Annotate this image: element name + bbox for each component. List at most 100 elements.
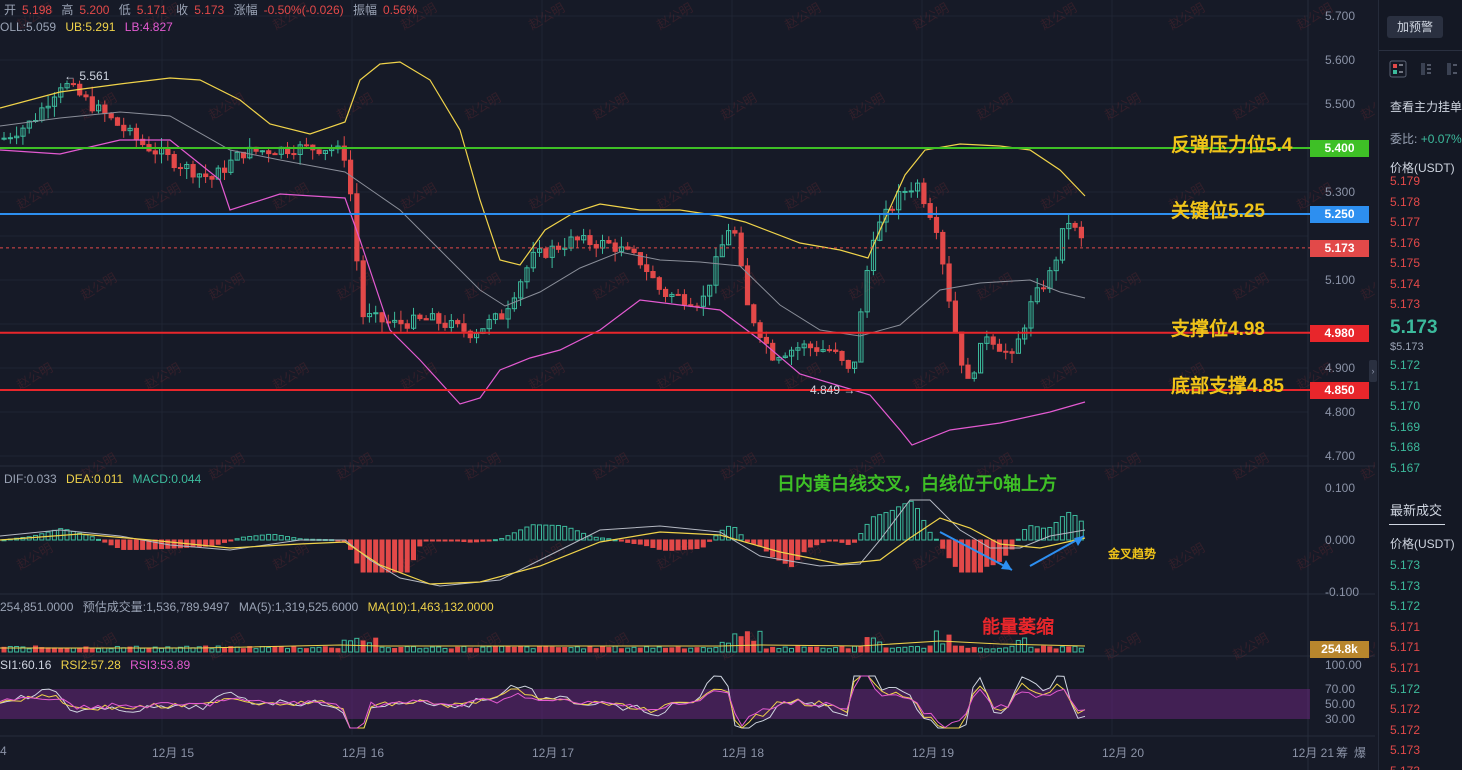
- macd-bar: [864, 523, 870, 541]
- candle-body: [1028, 301, 1034, 329]
- trend-arrowhead: [1001, 560, 1012, 570]
- macd-bar: [833, 539, 839, 542]
- bid-price[interactable]: 5.171: [1390, 378, 1421, 393]
- volume-bar: [833, 647, 839, 653]
- trend-arrow-up: [1029, 535, 1085, 567]
- volume-bar: [927, 645, 933, 653]
- candle-body: [303, 144, 310, 147]
- trade-price[interactable]: 5.173: [1390, 578, 1421, 593]
- time-axis-label: 12月 18: [722, 746, 765, 760]
- candle-body: [121, 124, 127, 132]
- candle-body: [411, 314, 417, 329]
- watermark: 赵公明: [655, 1, 696, 33]
- trade-price[interactable]: 5.171: [1390, 619, 1421, 634]
- volume-bar: [669, 647, 675, 653]
- candle-body: [902, 190, 908, 193]
- watermark: 赵公明: [1231, 91, 1272, 123]
- candle-body: [896, 191, 902, 211]
- panel-collapse-handle[interactable]: ›: [1369, 360, 1377, 382]
- volume-bar: [165, 646, 171, 653]
- low-price-marker: 4.849 →: [810, 383, 856, 397]
- macd-bar: [259, 534, 265, 541]
- macd-bar: [448, 539, 454, 542]
- macd-bar: [763, 539, 769, 552]
- volume-bar: [266, 647, 272, 653]
- order-book-bids-icon[interactable]: [1443, 60, 1461, 78]
- ask-price[interactable]: 5.178: [1390, 194, 1421, 209]
- candlestick-chart[interactable]: 赵公明 赵公明 赵公明 赵公明 赵公明 赵公明 赵公明 赵公明 赵公明 赵公明 赵公明赵公明 赵公明赵…: [0, 0, 1375, 770]
- candle-body: [776, 356, 782, 361]
- bid-price[interactable]: 5.168: [1390, 440, 1421, 454]
- trade-price[interactable]: 5.171: [1390, 661, 1421, 675]
- trade-price[interactable]: 5.172: [1390, 702, 1421, 717]
- volume-bar: [625, 647, 631, 653]
- macd-bar: [707, 539, 713, 542]
- add-alert-button[interactable]: 加预警: [1387, 16, 1443, 38]
- macd-bar: [1034, 526, 1040, 541]
- trade-price[interactable]: 5.173: [1390, 558, 1421, 572]
- trade-price[interactable]: 5.171: [1390, 640, 1421, 655]
- trade-price[interactable]: 5.172: [1390, 599, 1421, 614]
- macd-bar: [486, 539, 492, 542]
- order-book-both-icon[interactable]: [1389, 60, 1407, 78]
- volume-bar: [127, 646, 133, 653]
- ask-price[interactable]: 5.179: [1390, 174, 1421, 188]
- macd-bar: [429, 539, 435, 542]
- volume-bar: [952, 645, 958, 653]
- candle-body: [669, 293, 675, 297]
- watermark: 赵公明: [1039, 181, 1080, 213]
- ask-price[interactable]: 5.176: [1390, 235, 1421, 250]
- trade-price[interactable]: 5.172: [1390, 722, 1421, 737]
- view-main-orders-link[interactable]: 查看主力挂单: [1390, 100, 1462, 114]
- bid-price[interactable]: 5.167: [1390, 460, 1421, 475]
- macd-bar: [461, 539, 467, 543]
- macd-bar: [1028, 525, 1034, 541]
- bid-price[interactable]: 5.172: [1390, 358, 1421, 372]
- macd-bar: [253, 535, 259, 541]
- macd-bar: [896, 506, 902, 541]
- watermark: 赵公明: [79, 271, 120, 303]
- candle-body: [354, 193, 360, 262]
- volume-bar: [259, 646, 265, 653]
- trade-price[interactable]: 5.172: [1390, 681, 1421, 696]
- watermark: 赵公明: [719, 271, 760, 303]
- volume-bar: [789, 647, 794, 653]
- volume-bar: [656, 646, 662, 653]
- macd-bar: [366, 539, 372, 573]
- candle-body: [549, 245, 555, 258]
- order-book-asks-icon[interactable]: [1417, 60, 1435, 78]
- macd-bar: [625, 539, 631, 543]
- volume-bar: [971, 646, 977, 653]
- candle-body: [392, 319, 398, 323]
- macd-axis-label: 0.100: [1325, 481, 1356, 495]
- ask-price[interactable]: 5.173: [1390, 297, 1421, 311]
- volume-value: 254,851.0000: [0, 600, 74, 614]
- candle-body: [1, 137, 7, 140]
- macd-bar: [247, 535, 253, 541]
- volume-bar: [537, 645, 542, 653]
- volume-bar: [499, 645, 505, 653]
- macd-bar: [222, 539, 227, 543]
- volume-bar: [486, 646, 492, 653]
- boll-lower-band: [0, 139, 1086, 446]
- ask-price[interactable]: 5.174: [1390, 276, 1421, 291]
- candle-body: [858, 311, 864, 363]
- open-label: 开: [4, 3, 17, 17]
- trade-price[interactable]: 5.173: [1390, 743, 1421, 758]
- macd-bar: [744, 539, 750, 543]
- candle-body: [933, 216, 940, 233]
- ask-price[interactable]: 5.175: [1390, 256, 1421, 270]
- low-label: 低: [118, 3, 131, 17]
- macd-bar: [436, 539, 442, 542]
- macd-annotation: 日内黄白线交叉，白线位于0轴上方: [777, 474, 1058, 494]
- ask-price[interactable]: 5.177: [1390, 215, 1421, 229]
- candle-body: [996, 343, 1003, 352]
- bid-price[interactable]: 5.169: [1390, 419, 1421, 434]
- macd-bar: [108, 539, 114, 546]
- watermark: 赵公明: [15, 181, 56, 213]
- bid-price[interactable]: 5.170: [1390, 399, 1421, 413]
- candle-body: [51, 96, 58, 107]
- rsi3-value: RSI3:53.89: [130, 658, 191, 672]
- trade-price[interactable]: 5.173: [1390, 764, 1420, 770]
- volume-bar: [776, 648, 782, 653]
